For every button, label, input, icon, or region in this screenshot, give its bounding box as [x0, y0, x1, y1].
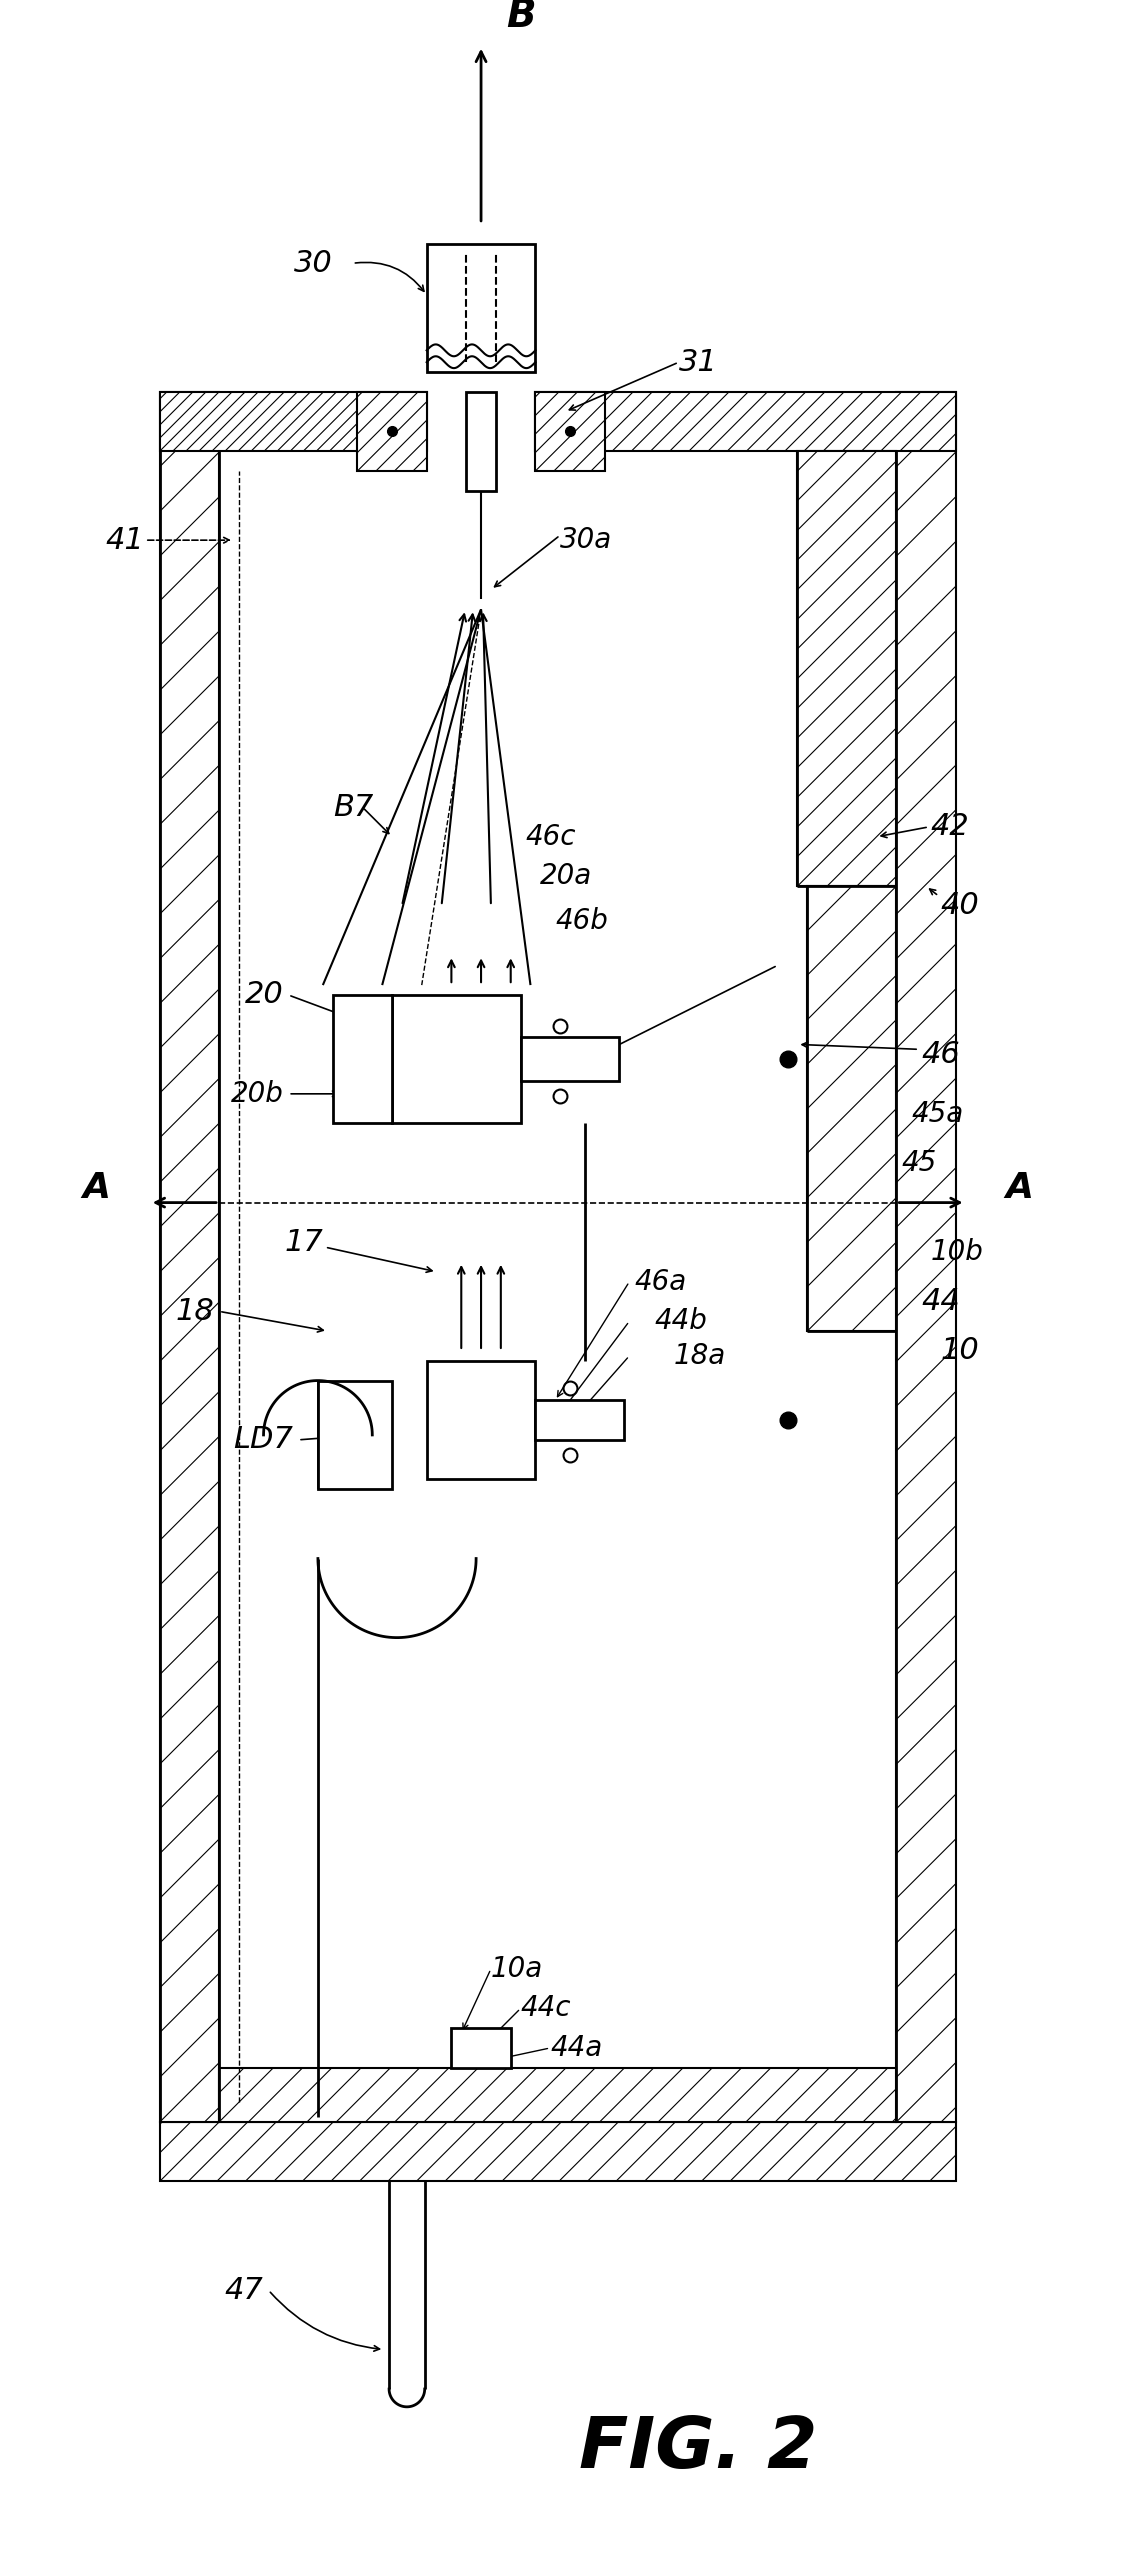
Text: A: A [1005, 1171, 1033, 1204]
Bar [798, 452, 896, 886]
Text: 45: 45 [901, 1150, 936, 1178]
Text: 31: 31 [678, 347, 717, 377]
Text: 20: 20 [244, 981, 283, 1009]
Bar [520, 1037, 620, 1081]
Text: 18a: 18a [674, 1343, 727, 1371]
Bar [159, 393, 219, 2123]
Text: 44c: 44c [520, 1995, 571, 2023]
Bar [332, 996, 392, 1124]
Bar [535, 1402, 625, 1440]
Text: 46: 46 [921, 1040, 959, 1068]
Text: 10a: 10a [490, 1956, 543, 1982]
Text: A: A [83, 1171, 110, 1204]
Text: 46c: 46c [526, 824, 576, 850]
Bar [159, 2123, 956, 2182]
Text: 10b: 10b [931, 1237, 983, 1266]
Bar [466, 393, 496, 490]
Bar [452, 2028, 511, 2066]
Bar [896, 393, 956, 2123]
Text: FIG. 2: FIG. 2 [580, 2413, 818, 2482]
Text: 46b: 46b [555, 906, 609, 934]
Text: 42: 42 [931, 811, 970, 842]
Text: 30a: 30a [560, 526, 612, 554]
Bar [358, 393, 426, 470]
Text: 44: 44 [921, 1286, 959, 1317]
Text: 20b: 20b [230, 1081, 283, 1109]
Bar [392, 996, 520, 1124]
Text: 44a: 44a [550, 2033, 603, 2061]
Text: 47: 47 [225, 2277, 264, 2305]
Text: 41: 41 [105, 526, 144, 554]
Bar [426, 1361, 535, 1479]
Text: 20a: 20a [541, 863, 592, 891]
Text: B: B [505, 0, 535, 36]
Bar [219, 2066, 896, 2123]
Text: 45a: 45a [911, 1099, 964, 1127]
Text: 40: 40 [941, 891, 980, 922]
Bar [159, 393, 426, 452]
Bar [317, 1381, 392, 1489]
Bar [807, 886, 896, 1332]
Text: 17: 17 [284, 1227, 323, 1258]
Text: LD7: LD7 [234, 1425, 293, 1455]
Text: 46a: 46a [634, 1268, 686, 1296]
Text: 18: 18 [175, 1296, 214, 1325]
Bar [426, 244, 535, 372]
Text: 30: 30 [295, 249, 332, 277]
Bar [535, 393, 605, 470]
Text: 44b: 44b [654, 1307, 707, 1335]
Bar [535, 393, 956, 452]
Text: 10: 10 [941, 1337, 980, 1366]
Text: B7: B7 [332, 793, 372, 821]
